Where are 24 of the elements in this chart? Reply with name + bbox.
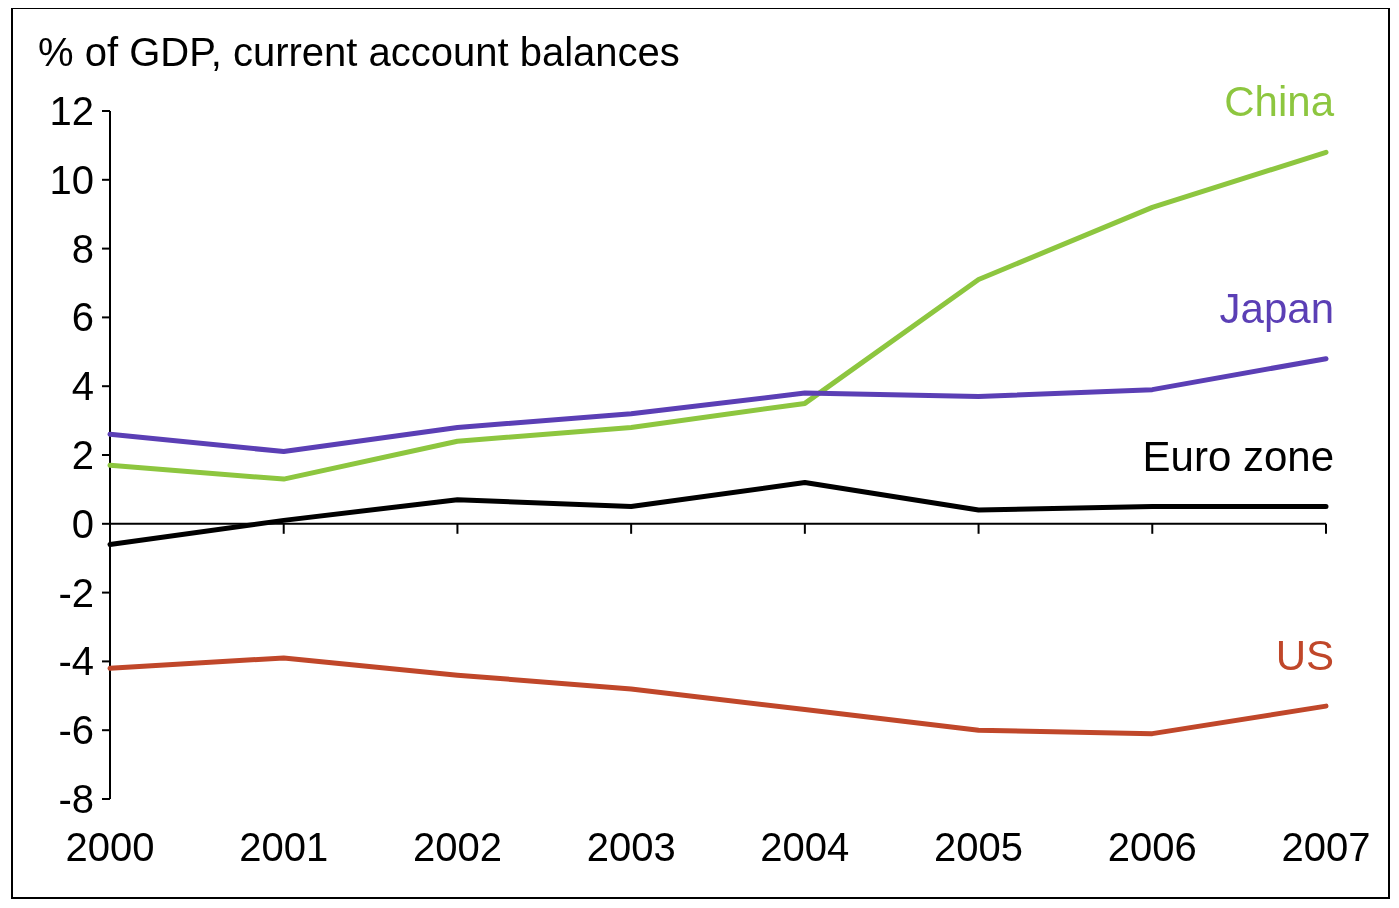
x-tick-label: 2003 [586,825,676,869]
series-label: China [1224,78,1335,126]
y-tick-label: 0 [71,501,94,546]
series-label: Euro zone [1142,432,1334,480]
x-tick-label: 2002 [412,825,502,869]
x-tick-label: 2006 [1107,825,1197,869]
series-label: US [1275,632,1334,680]
x-tick-label: 2005 [934,825,1024,869]
x-tick-label: 2000 [65,825,155,869]
y-tick-label: 2 [71,433,94,477]
y-tick-label: 12 [49,89,94,133]
y-tick-label: 10 [49,157,94,202]
x-tick-label: 2004 [760,825,850,869]
x-tick-label: 2007 [1281,825,1371,869]
y-tick-label: 8 [71,226,94,271]
y-tick-label: -2 [58,570,94,615]
y-tick-label: -6 [58,708,94,753]
series-label: Japan [1219,284,1334,332]
chart-title: % of GDP, current account balances [38,30,680,74]
y-tick-label: -8 [58,777,94,821]
y-tick-label: 6 [71,295,94,340]
y-tick-label: 4 [71,364,94,409]
y-tick-label: -4 [58,639,94,684]
x-tick-label: 2001 [239,825,329,869]
